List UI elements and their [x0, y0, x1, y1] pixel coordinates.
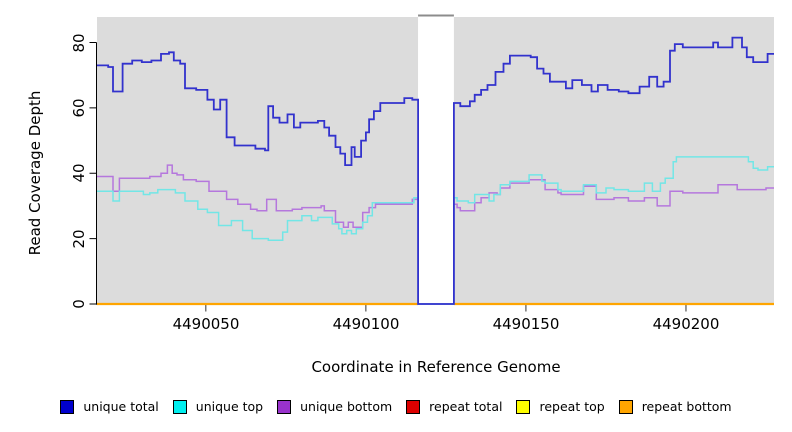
- legend: unique total unique top unique bottom re…: [0, 399, 792, 414]
- legend-label: unique total: [83, 399, 159, 414]
- unique-total-swatch: [60, 399, 75, 414]
- y-tick-label-20: 20: [70, 229, 88, 249]
- y-tick-label-0: 0: [70, 299, 88, 309]
- repeat-total-swatch: [406, 399, 421, 414]
- unique-bottom-swatch: [277, 399, 292, 414]
- legend-label: repeat bottom: [641, 399, 732, 414]
- x-tick-label-4490100: 4490100: [332, 315, 400, 333]
- repeat-top-swatch: [516, 399, 531, 414]
- legend-item-repeat-bottom: repeat bottom: [618, 399, 732, 414]
- legend-item-repeat-top: repeat top: [516, 399, 605, 414]
- legend-item-unique-top: unique top: [172, 399, 264, 414]
- legend-label: unique top: [195, 399, 264, 414]
- y-tick-label-40: 40: [70, 163, 88, 183]
- legend-label: repeat top: [539, 399, 605, 414]
- legend-item-repeat-total: repeat total: [406, 399, 502, 414]
- y-axis-title: Read Coverage Depth: [26, 90, 44, 256]
- x-axis-title: Coordinate in Reference Genome: [311, 358, 561, 376]
- x-tick-label-4490200: 4490200: [652, 315, 720, 333]
- legend-item-unique-total: unique total: [60, 399, 159, 414]
- repeat-bottom-swatch: [618, 399, 633, 414]
- y-tick-label-80: 80: [70, 33, 88, 53]
- legend-label: repeat total: [429, 399, 503, 414]
- legend-label: unique bottom: [300, 399, 393, 414]
- x-tick-label-4490050: 4490050: [172, 315, 240, 333]
- y-tick-label-60: 60: [70, 98, 88, 118]
- unique-top-swatch: [172, 399, 187, 414]
- legend-item-unique-bottom: unique bottom: [277, 399, 392, 414]
- x-tick-label-4490150: 4490150: [492, 315, 560, 333]
